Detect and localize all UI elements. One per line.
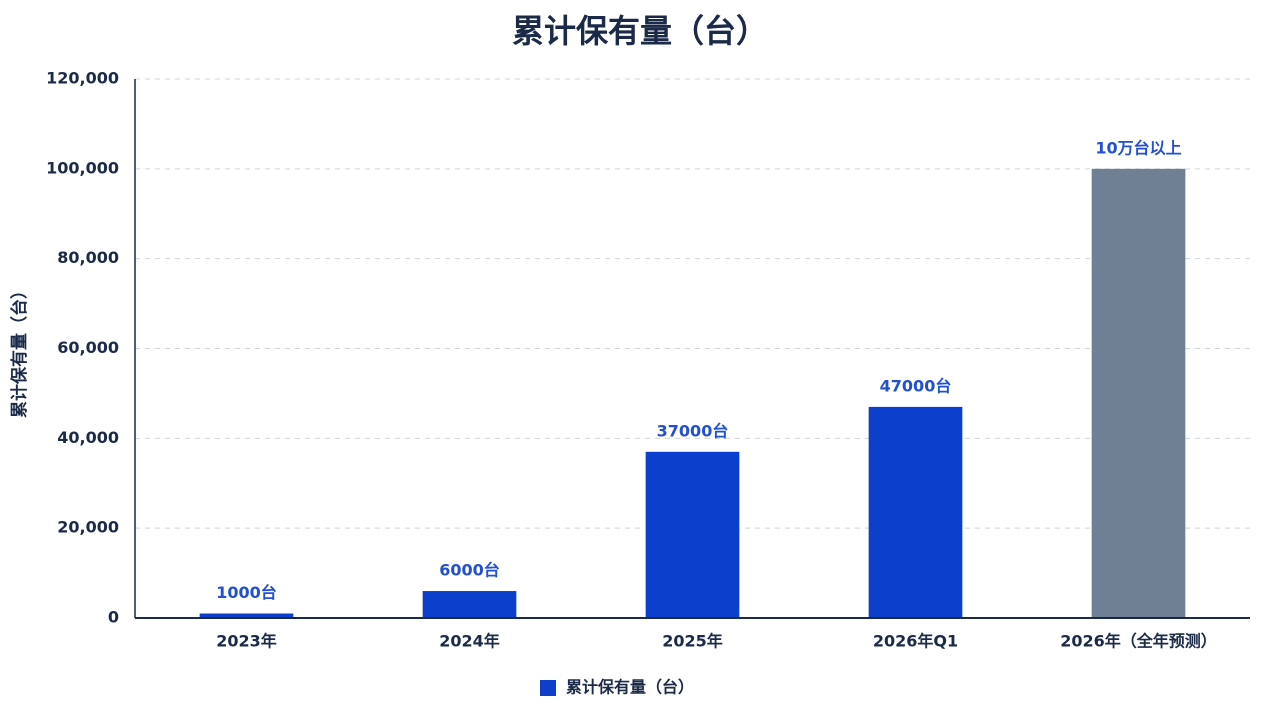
bar	[1091, 168, 1186, 619]
bar	[422, 591, 517, 618]
value-label: 37000台	[657, 421, 729, 440]
value-label: 1000台	[216, 583, 277, 602]
y-tick-label: 80,000	[57, 248, 119, 267]
value-label: 47000台	[880, 376, 952, 395]
bar	[868, 406, 963, 618]
value-label: 6000台	[439, 561, 500, 580]
y-tick-label: 120,000	[46, 69, 119, 88]
y-tick-label: 100,000	[46, 158, 119, 177]
x-tick-label: 2026年（全年预测）	[1060, 632, 1217, 651]
x-tick-label: 2026年Q1	[873, 632, 958, 651]
legend-label: 累计保有量（台）	[566, 678, 694, 697]
bar	[199, 613, 294, 618]
bar	[645, 451, 740, 618]
value-label: 10万台以上	[1095, 138, 1181, 157]
y-tick-label: 0	[108, 608, 119, 627]
legend-swatch	[540, 680, 556, 696]
y-tick-label: 60,000	[57, 338, 119, 357]
y-tick-label: 40,000	[57, 428, 119, 447]
x-tick-label: 2023年	[216, 632, 277, 651]
y-axis-label: 累计保有量（台）	[9, 282, 30, 418]
y-tick-label: 20,000	[57, 518, 119, 537]
x-tick-label: 2024年	[439, 632, 500, 651]
chart-title: 累计保有量（台）	[512, 12, 768, 50]
x-tick-label: 2025年	[662, 632, 723, 651]
